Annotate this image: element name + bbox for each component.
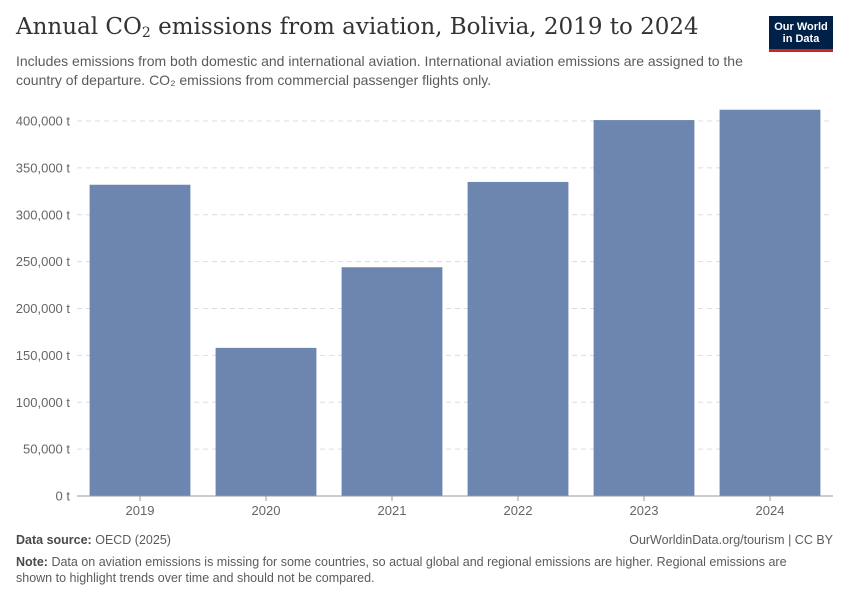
note-label: Note: xyxy=(16,555,48,569)
title-prefix: Annual CO xyxy=(16,14,142,40)
y-tick-label: 250,000 t xyxy=(16,254,71,269)
bar-2023[interactable] xyxy=(593,120,695,496)
chart-title: Annual CO2 emissions from aviation, Boli… xyxy=(16,14,699,41)
title-subscript: 2 xyxy=(141,25,151,41)
x-tick-label: 2024 xyxy=(756,503,785,518)
title-suffix: emissions from aviation, Bolivia, 2019 t… xyxy=(150,14,699,40)
chart-note: Note: Data on aviation emissions is miss… xyxy=(16,554,816,586)
logo-line-1: Our World xyxy=(774,20,828,33)
bar-2020[interactable] xyxy=(215,347,317,496)
y-tick-label: 400,000 t xyxy=(16,114,71,129)
bar-2022[interactable] xyxy=(467,181,569,496)
x-tick-label: 2019 xyxy=(126,503,155,518)
x-tick-label: 2021 xyxy=(378,503,407,518)
license-link[interactable]: OurWorldinData.org/tourism | CC BY xyxy=(629,533,833,547)
y-tick-label: 50,000 t xyxy=(23,442,70,457)
chart-subtitle: Includes emissions from both domestic an… xyxy=(16,53,743,88)
x-tick-label: 2022 xyxy=(504,503,533,518)
x-tick-label: 2023 xyxy=(630,503,659,518)
y-tick-label: 0 t xyxy=(56,489,71,504)
axes: 0 t 50,000 t 100,000 t 150,000 t 200,000 t 25… xyxy=(16,114,833,518)
bar-2021[interactable] xyxy=(341,267,443,496)
y-tick-label: 150,000 t xyxy=(16,348,71,363)
logo-line-2: in Data xyxy=(782,32,820,45)
bars xyxy=(89,109,821,496)
y-tick-label: 350,000 t xyxy=(16,160,71,175)
bar-2024[interactable] xyxy=(719,109,821,496)
data-source: Data source: OECD (2025) xyxy=(16,533,171,547)
source-label: Data source: xyxy=(16,533,92,547)
source-text[interactable]: OECD (2025) xyxy=(95,533,171,547)
owid-logo[interactable]: Our World in Data xyxy=(769,16,833,52)
grid-lines xyxy=(77,120,833,450)
y-tick-label: 200,000 t xyxy=(16,301,71,316)
bar-2019[interactable] xyxy=(89,184,191,496)
y-tick-label: 300,000 t xyxy=(16,207,71,222)
y-tick-label: 100,000 t xyxy=(16,395,71,410)
x-tick-label: 2020 xyxy=(252,503,281,518)
note-text: Data on aviation emissions is missing fo… xyxy=(16,555,787,585)
bar-chart: 0 t 50,000 t 100,000 t 150,000 t 200,000 t 25… xyxy=(16,109,833,518)
